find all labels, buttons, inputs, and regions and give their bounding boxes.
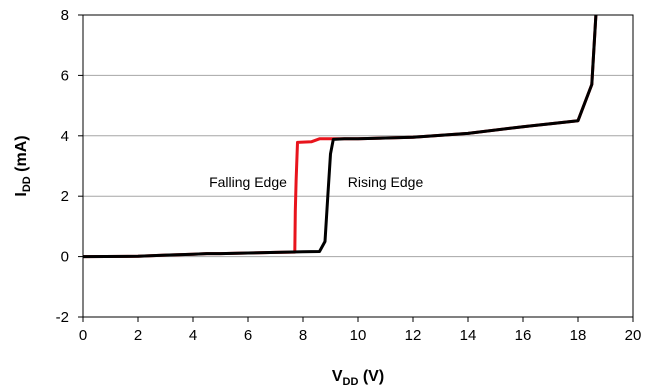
- x-axis-ticks: 0 2 4 6 8 10 12 14 16 18 20: [79, 317, 642, 344]
- plot-area-border: [82, 14, 634, 318]
- x-tick-label: 2: [134, 327, 142, 344]
- y-tick-label: 8: [61, 7, 69, 24]
- x-tick-label: 6: [244, 327, 252, 344]
- annotation-label: Rising Edge: [348, 174, 424, 190]
- annotations: Falling Edge Rising Edge: [209, 174, 423, 190]
- annotation-label: Falling Edge: [209, 174, 287, 190]
- x-tick-label: 4: [189, 327, 197, 344]
- x-tick-label: 18: [570, 327, 587, 344]
- y-tick-label: -2: [56, 309, 69, 326]
- y-tick-label: 0: [61, 249, 69, 266]
- x-tick-label: 14: [460, 327, 477, 344]
- x-tick-label: 0: [79, 327, 87, 344]
- grid-lines: [83, 14, 633, 318]
- x-tick-label: 10: [350, 327, 367, 344]
- x-tick-label: 8: [299, 327, 307, 344]
- y-tick-label: 6: [61, 67, 69, 84]
- x-axis-title: VDD (V): [332, 368, 384, 388]
- series-line-1: [82, 14, 598, 259]
- y-axis-ticks: -2 0 2 4 6 8: [56, 7, 83, 326]
- y-axis-title: IDD (mA): [13, 135, 33, 196]
- x-tick-label: 16: [515, 327, 532, 344]
- y-tick-label: 4: [61, 128, 69, 145]
- y-tick-label: 2: [61, 188, 69, 205]
- x-tick-label: 12: [405, 327, 422, 344]
- series-lines: [82, 14, 598, 259]
- x-tick-label: 20: [625, 327, 642, 344]
